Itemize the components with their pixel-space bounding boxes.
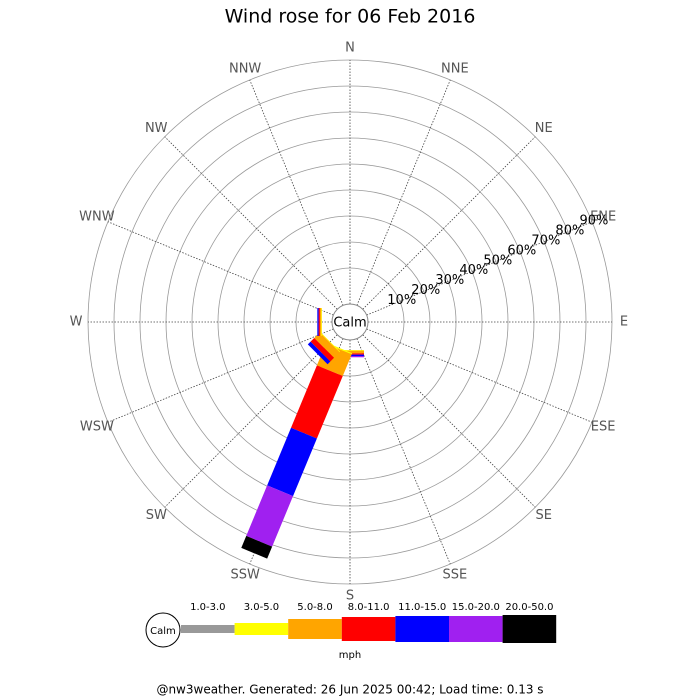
units-label: mph xyxy=(339,650,361,661)
wind-bar xyxy=(246,485,294,547)
spoke xyxy=(356,79,451,306)
direction-label: NE xyxy=(535,121,553,136)
r-tick-label: 50% xyxy=(483,253,512,268)
wind-bar xyxy=(291,365,343,439)
direction-label: WSW xyxy=(80,419,114,434)
legend-swatch xyxy=(341,617,396,641)
direction-label: SSW xyxy=(230,568,260,583)
direction-label: WNW xyxy=(79,210,115,225)
direction-label: S xyxy=(346,589,354,604)
wind-bar xyxy=(241,535,273,559)
r-tick-label: 90% xyxy=(579,213,608,228)
direction-label: SE xyxy=(536,508,552,523)
ring xyxy=(113,85,587,559)
legend-swatch xyxy=(288,619,342,639)
spoke xyxy=(356,338,451,565)
direction-label: NNE xyxy=(441,61,469,76)
direction-label: SW xyxy=(146,508,167,523)
legend-label: 11.0-15.0 xyxy=(398,602,446,613)
legend-label: 1.0-3.0 xyxy=(190,602,225,613)
r-tick-label: 10% xyxy=(387,293,416,308)
wind-bar xyxy=(307,341,331,365)
direction-label: NNW xyxy=(229,61,261,76)
wind-bar xyxy=(319,308,322,336)
spoke xyxy=(107,221,334,316)
legend-calm-label: Calm xyxy=(150,626,176,637)
direction-label: ENE xyxy=(590,210,616,225)
legend-label: 20.0-50.0 xyxy=(505,602,553,613)
direction-label: SSE xyxy=(442,568,467,583)
direction-label: ESE xyxy=(591,419,616,434)
wind-bar xyxy=(317,308,319,336)
wind-bar xyxy=(314,332,340,358)
legend-swatch xyxy=(502,615,557,643)
calm-label: Calm xyxy=(333,316,366,331)
legend-calm xyxy=(145,612,181,648)
wind-bar xyxy=(318,308,320,336)
legend-label: 8.0-11.0 xyxy=(348,602,390,613)
direction-label: N xyxy=(345,41,355,56)
wind-bar xyxy=(310,337,335,362)
ring xyxy=(269,241,431,403)
legend-swatch xyxy=(449,616,503,642)
calm-circle xyxy=(331,303,369,341)
legend-swatch xyxy=(181,625,235,633)
r-tick-label: 60% xyxy=(507,243,536,258)
direction-label: NW xyxy=(145,121,168,136)
spoke xyxy=(366,328,593,423)
legend-label: 3.0-5.0 xyxy=(244,602,279,613)
direction-label: E xyxy=(620,315,628,330)
legend-swatch xyxy=(234,623,289,635)
wind-bar xyxy=(267,427,317,497)
wind-bar xyxy=(319,331,341,353)
spoke xyxy=(249,79,344,306)
legend-swatch xyxy=(395,616,449,642)
r-tick-label: 40% xyxy=(459,263,488,278)
r-tick-label: 70% xyxy=(531,233,560,248)
ring xyxy=(191,163,509,481)
legend-label: 5.0-8.0 xyxy=(297,602,332,613)
r-tick-label: 30% xyxy=(435,273,464,288)
chart-title: Wind rose for 06 Feb 2016 xyxy=(225,6,476,28)
legend-label: 15.0-20.0 xyxy=(452,602,500,613)
r-tick-label: 20% xyxy=(411,283,440,298)
r-tick-label: 80% xyxy=(555,223,584,238)
direction-label: W xyxy=(70,315,83,330)
footer: @nw3weather. Generated: 26 Jun 2025 00:4… xyxy=(156,683,543,697)
wind-bar xyxy=(321,308,322,336)
